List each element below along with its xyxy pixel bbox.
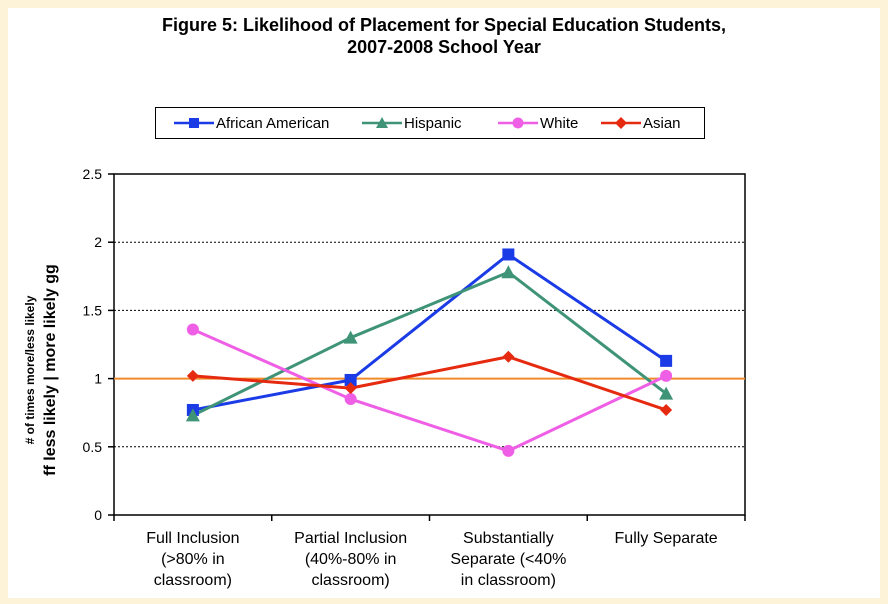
data-point-asian [502,350,515,363]
chart-title: Figure 5: Likelihood of Placement for Sp… [0,14,888,58]
legend-label: Asian [643,114,681,132]
chart-legend: African American Hispanic White Asian [155,107,705,139]
data-point-asian [660,403,673,416]
x-category-label: Fully Separate [614,530,718,547]
legend-item-african-american: African American [174,108,329,138]
legend-marker-triangle-icon [362,117,402,128]
y-tick-label: 0.5 [83,439,103,455]
data-point-hispanic [501,265,516,279]
data-point-white [660,369,673,382]
series-line-white [192,328,667,453]
plot-area [114,174,745,515]
legend-item-asian: Asian [601,108,681,138]
series-line-african-american [192,252,667,412]
data-point-african-american [344,373,357,386]
data-point-african-american [660,354,673,367]
series-line-hispanic [192,270,668,417]
legend-marker-diamond-icon [601,117,641,129]
legend-label: African American [216,114,330,132]
data-point-african-american [502,248,515,261]
data-point-asian [186,369,199,382]
y-tick-label: 2.5 [83,166,103,182]
y-tick-label: 1.5 [83,302,103,318]
x-category-label: Substantially Separate (<40% in classroo… [450,530,567,589]
legend-marker-square-icon [174,118,214,128]
y-tick-label: 0 [94,507,102,523]
legend-label: White [540,114,579,132]
legend-item-white: White [498,108,578,138]
data-point-white [186,323,199,336]
data-point-asian [344,382,357,395]
chart-title-line-2: 2007-2008 School Year [347,37,541,57]
chart-title-line-1: Figure 5: Likelihood of Placement for Sp… [161,15,727,35]
data-point-hispanic [343,330,358,344]
legend-label: Hispanic [404,114,462,132]
legend-item-hispanic: Hispanic [362,108,462,138]
y-tick-label: 1 [94,371,102,387]
y-tick-label: 2 [94,234,102,250]
x-category-label: Partial Inclusion (40%-80% in classroom) [294,530,408,589]
data-point-white [502,444,515,457]
data-point-hispanic [185,408,200,422]
data-point-white [344,393,357,406]
legend-marker-circle-icon [498,117,538,129]
series-line-asian [192,355,667,412]
data-point-hispanic [659,386,674,400]
x-category-label: Full Inclusion (>80% in classroom) [146,530,240,589]
